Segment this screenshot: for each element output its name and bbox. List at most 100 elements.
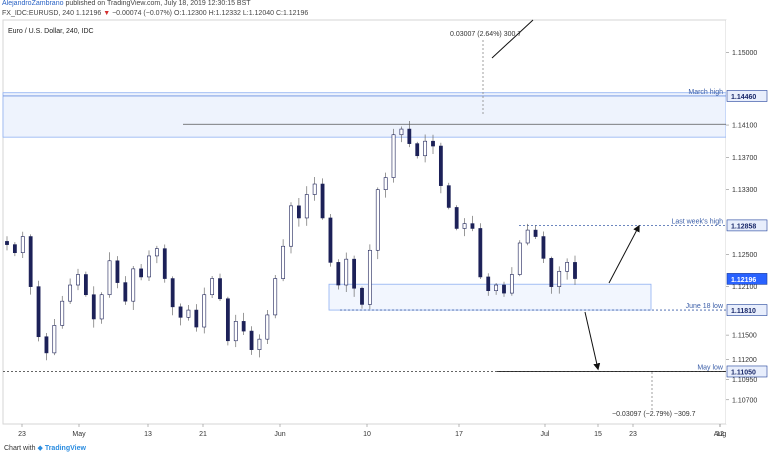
x-tick-label: 23 [18,431,26,438]
price-tag-last: 1.12196 [731,277,756,284]
down-arrow [584,311,601,371]
candle-body [352,258,357,289]
candle-body [478,228,483,278]
price-tag-last-bg [726,273,768,285]
candle-body [52,325,57,354]
y-tick-label: 1.13300 [732,187,757,194]
candle-body [336,262,341,286]
symbol-line: FX_IDC:EURUSD, 240 1.12196 ▼ −0.00074 (−… [2,10,309,17]
x-tick-label: 10 [363,431,371,438]
change-text: −0.00074 (−0.07%) [112,10,173,17]
candle-body [573,262,577,279]
candle-body [541,236,546,259]
candle-body [344,258,349,286]
candle-body [438,145,443,186]
candle-body [454,207,459,229]
y-tick-label: 1.15000 [732,50,757,57]
candle-body [107,260,112,296]
price-tag-last-week-high-bg [726,219,768,232]
price-tag-last-week-high: 1.12858 [731,223,756,230]
candle-body [162,248,167,279]
candle-body [415,143,420,157]
candle-body [147,255,151,278]
price-tag-march-high-bg [726,90,768,102]
candle-body [139,268,144,278]
candle-body [565,262,570,272]
candle-body [486,276,491,291]
measure-label-up: 0.03007 (2.64%) 300.7 [450,31,521,38]
chart-legend-title: Euro / U.S. Dollar, 240, IDC [8,28,94,35]
level-label-2: June 18 low [686,303,724,310]
candle-body [312,183,317,195]
candle-body [249,330,254,350]
level-label-0: March high [688,89,723,96]
price-tag-march-high: 1.14460 [731,94,756,101]
candle-body [533,229,538,237]
footer-brand[interactable]: TradingView [44,445,86,452]
footer-prefix: Chart with [4,445,36,452]
candle-body [557,270,562,287]
candle-body [257,338,262,350]
candle-body [470,223,475,229]
candle-body [60,300,65,326]
candle-body [407,128,412,144]
x-tick-label: Jun [274,431,285,438]
candle-body [289,205,293,247]
candle-body [12,244,17,254]
candle-body [28,236,33,287]
measure-label-down: −0.03097 (−2.79%) −309.7 [612,411,696,418]
candle-body [502,284,506,294]
candle-body [210,278,215,296]
author-link[interactable]: AlejandroZambrano [2,0,64,7]
candle-body [99,294,104,320]
y-tick-label: 1.10950 [732,377,757,384]
x-tick-label: May [72,431,86,438]
candle-body [509,274,514,294]
candle-body [233,321,238,342]
candle-body [186,309,191,318]
candle-body [5,241,9,245]
x-tick-label: Jul [541,431,550,438]
tradingview-logo-icon: ◆ [37,445,43,452]
ohlc-text: O:1.12300 H:1.12332 L:1.12040 C:1.12196 [173,10,309,17]
candle-body [20,236,25,254]
y-tick-label: 1.14100 [732,123,757,130]
candle-body [68,284,73,302]
candle-body [296,205,301,219]
x-tick-label: 17 [455,431,463,438]
price-tag-may-low: 1.11050 [731,369,756,376]
candle-body [304,194,309,219]
candle-body [281,245,286,279]
up-arrow [608,224,640,284]
resistance-zone [2,92,727,138]
candle-body [446,185,451,208]
candle-body [83,274,88,296]
candle-body [328,217,333,263]
candle-body [462,223,467,229]
candle-body [517,242,522,275]
level-label-3: May low [697,364,724,371]
y-tick-label: 1.10700 [732,397,757,404]
candle-body [383,177,388,190]
published-text: published on TradingView.com, July 18, 2… [65,0,251,7]
last-price-text: 1.12196 [75,10,102,17]
x-tick-label: 12 [716,431,724,438]
candle-body [391,134,396,178]
candle-body [202,294,207,328]
candle-body [265,314,270,340]
symbol-label: FX_IDC:EURUSD, 240 [2,10,74,17]
candle-body [423,140,428,157]
y-tick-label: 1.13700 [732,155,757,162]
y-tick-label: 1.11200 [732,357,757,364]
candle-body [375,189,380,251]
candle-body [76,274,80,286]
candle-body [194,309,199,328]
y-tick-label: 1.11500 [732,333,757,340]
candle-body [367,249,372,305]
footer: Chart with ◆ TradingView [4,444,86,452]
candle-body [218,278,222,300]
x-tick-label: 23 [629,431,637,438]
candle-body [431,140,435,147]
x-tick-label: 21 [199,431,207,438]
